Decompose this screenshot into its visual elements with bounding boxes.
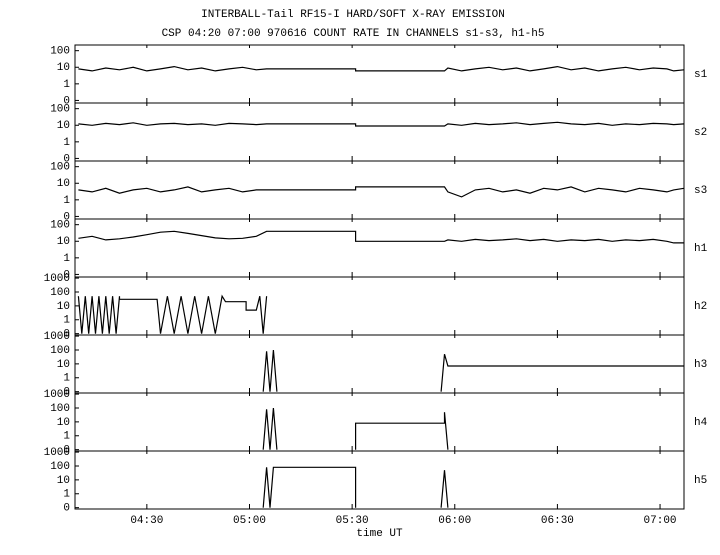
data-line: [262, 466, 449, 508]
data-line: [78, 186, 685, 198]
y-tick-label: 1: [63, 489, 70, 501]
y-tick-label: 0: [63, 329, 70, 341]
y-tick-label: 1: [63, 253, 70, 265]
y-tick-label: 100: [50, 461, 70, 473]
y-tick-label: 1000: [44, 447, 70, 459]
y-tick-label: 100: [50, 220, 70, 232]
y-tick-label: 1: [63, 431, 70, 443]
y-tick-label: 0: [63, 211, 70, 223]
channel-label: h1: [694, 243, 708, 255]
channel-label: h4: [694, 417, 708, 429]
y-tick-label: 0: [63, 445, 70, 457]
x-axis-label: time UT: [356, 528, 403, 540]
chart-subtitle: CSP 04:20 07:00 970616 COUNT RATE IN CHA…: [162, 28, 545, 40]
y-tick-label: 0: [63, 387, 70, 399]
x-tick-label: 07:00: [644, 515, 677, 527]
y-tick-label: 0: [63, 503, 70, 515]
channel-label: s3: [694, 185, 707, 197]
channel-label: s1: [694, 69, 708, 81]
y-tick-label: 1: [63, 315, 70, 327]
channel-label: h2: [694, 301, 707, 313]
y-tick-label: 0: [63, 95, 70, 107]
y-tick-label: 10: [57, 178, 70, 190]
y-tick-label: 10: [57, 236, 70, 248]
data-line: [262, 407, 449, 450]
y-tick-label: 100: [50, 403, 70, 415]
data-line: [262, 349, 684, 392]
y-tick-label: 10: [57, 120, 70, 132]
y-tick-label: 100: [50, 104, 70, 116]
channel-label: h3: [694, 359, 707, 371]
y-tick-label: 0: [63, 269, 70, 281]
y-tick-label: 1: [63, 79, 70, 91]
y-tick-label: 10: [57, 62, 70, 74]
x-tick-label: 05:00: [233, 515, 266, 527]
y-tick-label: 1000: [44, 389, 70, 401]
data-line: [78, 121, 685, 127]
x-tick-label: 04:30: [130, 515, 163, 527]
y-tick-label: 100: [50, 46, 70, 58]
y-tick-label: 100: [50, 162, 70, 174]
y-tick-label: 10: [57, 359, 70, 371]
y-tick-label: 100: [50, 345, 70, 357]
y-tick-label: 1000: [44, 273, 70, 285]
y-tick-label: 10: [57, 475, 70, 487]
data-line: [78, 65, 685, 72]
x-tick-label: 06:30: [541, 515, 574, 527]
y-tick-label: 1: [63, 373, 70, 385]
y-tick-label: 1000: [44, 331, 70, 343]
y-tick-label: 100: [50, 287, 70, 299]
y-tick-label: 0: [63, 153, 70, 165]
data-line: [78, 230, 684, 244]
channel-label: h5: [694, 475, 707, 487]
channel-label: s2: [694, 127, 707, 139]
y-tick-label: 1: [63, 137, 70, 149]
chart-title: INTERBALL-Tail RF15-I HARD/SOFT X-RAY EM…: [201, 9, 505, 21]
y-tick-label: 1: [63, 195, 70, 207]
y-tick-label: 10: [57, 301, 70, 313]
x-tick-label: 06:00: [438, 515, 471, 527]
x-tick-label: 05:30: [336, 515, 369, 527]
data-line: [77, 294, 268, 334]
y-tick-label: 10: [57, 417, 70, 429]
